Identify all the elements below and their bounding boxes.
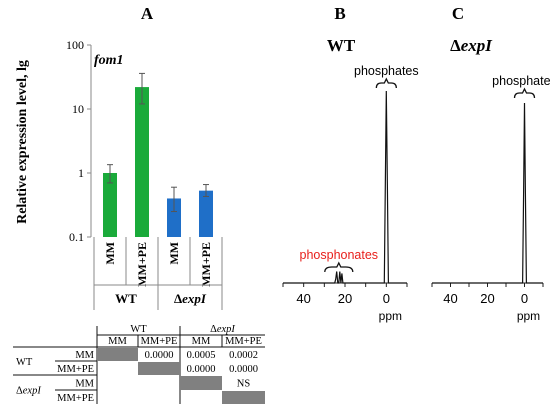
- y-tick-label: 0.1: [69, 230, 84, 244]
- x-tick-label: 0: [521, 291, 528, 306]
- table-cell-value: 0.0005: [187, 350, 216, 361]
- table-cell-value: 0.0002: [229, 350, 258, 361]
- bar-3: [167, 198, 181, 237]
- x-tick-label: 20: [338, 291, 352, 306]
- table-col-head: MM+PE: [141, 336, 178, 347]
- table-diagonal-cell: [222, 391, 265, 404]
- x-tick-label: 0: [383, 291, 390, 306]
- category-label: MM: [103, 242, 117, 265]
- bar-2: [135, 87, 149, 237]
- table-row-group: WT: [16, 357, 33, 368]
- x-axis-label: ppm: [517, 309, 540, 323]
- panel-b-title: WT: [327, 36, 356, 55]
- gene-label: fom1: [94, 53, 124, 68]
- category-label: MM+PE: [135, 242, 149, 287]
- y-tick-label: 1: [78, 166, 84, 180]
- annotation-label: phosphates: [492, 74, 550, 88]
- table-row-group: ΔexpI: [16, 386, 41, 397]
- panel-c-title: ΔexpI: [450, 36, 493, 55]
- nmr-spectrum-wt: 40 20 0 ppm phosphonates phosphates: [282, 64, 419, 323]
- x-tick-label: 40: [296, 291, 310, 306]
- bar-1: [103, 173, 117, 237]
- x-tick-label: 40: [443, 291, 457, 306]
- y-tick-label: 10: [72, 102, 84, 116]
- table-diagonal-cell: [180, 376, 222, 390]
- panel-c-letter: C: [452, 4, 464, 23]
- group-label: WT: [115, 291, 137, 306]
- table-row-head: MM: [75, 379, 94, 390]
- nmr-spectrum-expi: 40 20 0 ppm phosphates: [431, 74, 550, 323]
- annotation-brace: [324, 261, 354, 273]
- table-row-head: MM: [75, 350, 94, 361]
- panel-b-letter: B: [334, 4, 345, 23]
- expression-bar-chart: Relative expression level, lg fom1 0.1 1 1…: [15, 38, 223, 310]
- x-axis-label: ppm: [379, 309, 402, 323]
- table-row-head: MM+PE: [57, 393, 94, 404]
- spectrum-trace: [432, 102, 543, 284]
- group-label: ΔexpI: [174, 291, 207, 306]
- annotation-brace: [375, 77, 397, 89]
- annotation-brace: [513, 87, 536, 99]
- x-tick-label: 20: [480, 291, 494, 306]
- table-col-group: ΔexpI: [210, 324, 235, 335]
- table-cell-value: 0.0000: [187, 364, 216, 375]
- y-tick-label: 100: [66, 38, 84, 52]
- category-label: MM: [167, 242, 181, 265]
- table-diagonal-cell: [138, 362, 180, 375]
- table-cell-value: NS: [237, 379, 251, 390]
- table-col-head: MM+PE: [225, 336, 262, 347]
- annotation-label: phosphates: [354, 64, 419, 78]
- table-col-head: MM: [108, 336, 127, 347]
- table-row-head: MM+PE: [57, 364, 94, 375]
- table-col-group: WT: [130, 324, 147, 335]
- annotation-label: phosphonates: [300, 248, 379, 262]
- table-cell-value: 0.0000: [229, 364, 258, 375]
- category-label: MM+PE: [199, 242, 213, 287]
- panel-a-letter: A: [141, 4, 154, 23]
- table-cell-value: 0.0000: [145, 350, 174, 361]
- spectrum-trace: [283, 90, 407, 284]
- table-diagonal-cell: [97, 348, 138, 361]
- y-axis-label: Relative expression level, lg: [15, 60, 30, 224]
- bar-4: [199, 190, 213, 237]
- table-col-head: MM: [192, 336, 211, 347]
